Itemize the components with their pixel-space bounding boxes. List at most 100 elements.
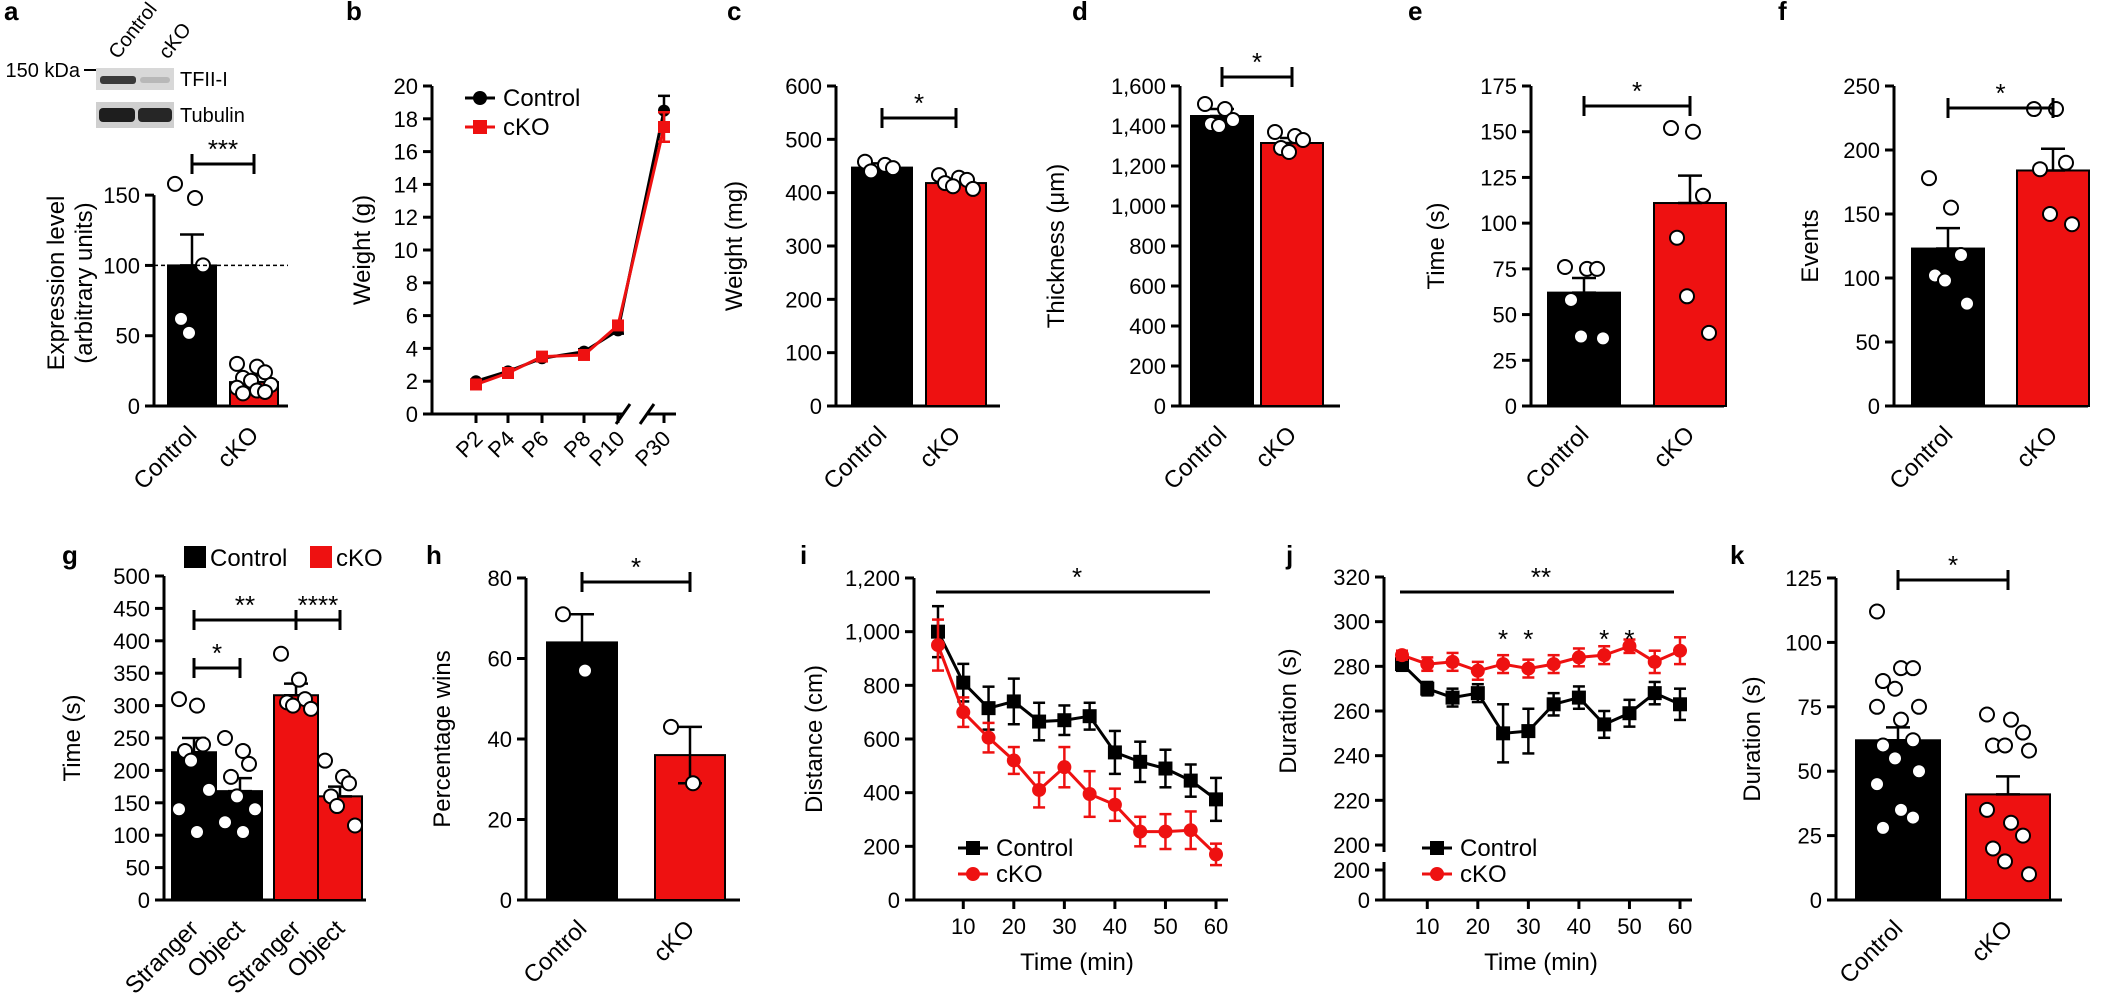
panel-i-y-tick-label: 600	[863, 727, 900, 752]
tubulin-band-control	[99, 108, 135, 122]
panel-h-x-tick-label: cKO	[648, 915, 700, 967]
panel-b-y-tick-label: 10	[394, 238, 418, 263]
panel-e-y-tick-label: 75	[1493, 257, 1517, 282]
panel-d-data-point	[1267, 124, 1283, 140]
panel-b-point-cKO	[658, 121, 670, 133]
panel-g-y-tick-label: 100	[113, 823, 150, 848]
panel-j-point-cKO	[1673, 643, 1687, 658]
panel-e-x-tick-label: cKO	[1648, 421, 1700, 473]
panel-b-legend-label: Control	[503, 85, 580, 112]
panel-e-data-point	[1669, 229, 1685, 246]
panel-j-point-cKO	[1647, 654, 1662, 669]
panel-a-significance-label: ***	[208, 134, 238, 164]
panel-j-y-tick-label: 200	[1333, 833, 1370, 858]
panel-h-data-point	[555, 606, 571, 623]
panel-d-data-point	[1295, 132, 1311, 148]
panel-b-point-Control	[658, 104, 670, 117]
panel-b-y-tick-label: 16	[394, 140, 418, 165]
panel-c-y-tick-label: 300	[785, 234, 822, 259]
panel-a-data-point	[257, 383, 273, 400]
panel-i-x-axis-label: Time (min)	[1020, 949, 1134, 976]
panel-h-y-tick-label: 80	[488, 566, 512, 591]
panel-g-data-point	[217, 730, 233, 746]
tfii-i-band-control	[100, 76, 136, 84]
panel-j-y-tick-label: 300	[1333, 610, 1370, 635]
panel-e-y-tick-label: 100	[1480, 211, 1517, 236]
panel-i-legend-label: Control	[996, 835, 1073, 862]
panel-g-data-point	[189, 823, 205, 840]
panel-g-y-tick-label: 150	[113, 791, 150, 816]
panel-e-y-axis-label: Time (s)	[1423, 202, 1450, 289]
panel-j-y-tick-label: 260	[1333, 699, 1370, 724]
panel-c-data-point	[885, 160, 901, 177]
panel-j-point-significance: *	[1624, 624, 1634, 654]
panel-e-y-tick-label: 150	[1480, 120, 1517, 145]
panel-j-series-line-cKO	[1401, 644, 1681, 673]
panel-c-x-tick-label: Control	[818, 421, 892, 495]
panel-h-bar	[546, 641, 618, 902]
panel-f-y-tick-label: 100	[1843, 266, 1880, 291]
panel-h-significance-label: *	[631, 552, 641, 582]
panel-j-x-tick-label: 10	[1415, 914, 1439, 939]
panel-e-y-tick-label: 0	[1505, 394, 1517, 419]
panel-g-y-tick-label: 50	[126, 856, 150, 881]
panel-a: 0 50 100 150 Expression level (arbitrary unit…	[43, 134, 288, 495]
panel-k-data-point	[1905, 660, 1921, 677]
panel-g-legend-label: cKO	[336, 545, 383, 572]
panel-label-e: e	[1408, 0, 1422, 26]
panel-i-point-Control	[1032, 714, 1047, 729]
panel-f-y-tick-label: 250	[1843, 74, 1880, 99]
panel-h-x-tick-label: Control	[518, 915, 592, 989]
panel-j-x-tick-label: 30	[1516, 914, 1540, 939]
panel-k-data-point	[1893, 801, 1909, 818]
panel-g-bar	[317, 795, 363, 902]
panel-label-h: h	[426, 540, 442, 570]
panel-a-y-tick-label: 150	[103, 183, 140, 208]
panel-g-data-point	[247, 801, 263, 818]
panel-e: 0 25 50 75 100 125 150 175 Time (s) Control cKO *	[1423, 74, 1727, 495]
panel-a-data-point	[257, 364, 273, 381]
panel-k-y-tick-label: 100	[1785, 630, 1822, 655]
panel-k-data-point	[1875, 737, 1891, 754]
panel-g-data-point	[171, 801, 187, 818]
panel-h: 0 20 40 60 80 Percentage wins Control cKO *	[429, 552, 740, 989]
panel-d-y-tick-label: 0	[1154, 394, 1166, 419]
panel-b-legend-marker	[473, 120, 487, 134]
panel-g-data-point	[171, 691, 187, 708]
panel-i-x-tick-label: 30	[1052, 914, 1076, 939]
panel-c-bar	[851, 166, 913, 407]
panel-k-y-tick-label: 25	[1798, 824, 1822, 849]
panel-i-point-Control	[1107, 745, 1122, 760]
panel-d-data-point	[1281, 144, 1297, 160]
panel-a-data-point	[187, 189, 203, 206]
panel-i-y-tick-label: 400	[863, 781, 900, 806]
panel-i-point-Control	[1082, 709, 1097, 724]
panel-e-significance-label: *	[1632, 76, 1642, 106]
panel-k-bar	[1855, 739, 1941, 902]
panel-i-point-cKO	[1082, 787, 1097, 802]
lane-label-control: Control	[105, 0, 162, 63]
panel-k-data-point	[2003, 814, 2019, 831]
panel-h-data-point	[663, 718, 679, 735]
panel-b-x-tick-label: P30	[630, 426, 675, 471]
panel-a-y-tick-label: 100	[103, 253, 140, 278]
panel-e-data-point	[1557, 259, 1573, 276]
panel-j-point-Control	[1521, 724, 1536, 739]
panel-c-y-tick-label: 400	[785, 181, 822, 206]
panel-g-data-point	[229, 788, 245, 805]
panel-j-point-Control	[1470, 686, 1485, 701]
panel-d-y-axis-label: Thickness (μm)	[1043, 164, 1070, 329]
size-marker-label: 150 kDa	[6, 60, 81, 82]
panel-g-y-tick-label: 350	[113, 661, 150, 686]
panel-i-y-tick-label: 1,200	[845, 566, 900, 591]
panel-k-data-point	[1905, 732, 1921, 749]
panel-d-bar	[1260, 142, 1324, 407]
panel-e-data-point	[1685, 123, 1701, 140]
panel-h-y-tick-label: 0	[500, 888, 512, 913]
panel-k-data-point	[1905, 809, 1921, 826]
panel-k-y-axis-label: Duration (s)	[1739, 676, 1766, 801]
panel-g-data-point	[273, 645, 289, 662]
panel-h-y-tick-label: 40	[488, 727, 512, 752]
